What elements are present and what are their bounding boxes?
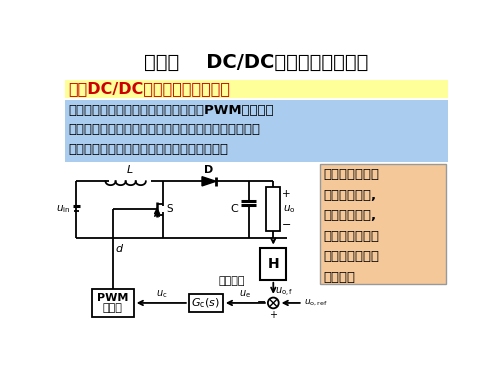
Text: 一、DC/DC变换器闭环控制系统: 一、DC/DC变换器闭环控制系统 xyxy=(68,81,230,96)
Polygon shape xyxy=(202,177,216,186)
Text: +: + xyxy=(282,189,290,199)
Bar xyxy=(320,164,446,284)
Text: S: S xyxy=(166,204,173,214)
Bar xyxy=(260,248,286,280)
Text: PWM: PWM xyxy=(97,293,128,303)
Bar xyxy=(65,100,448,162)
Text: 电力电子系统一般由电力电子变换器、PWM调制器、
反馈控制单元、驱动电路等组成。电力电子系统的静态
和动态性能的好坏与反馈控制设计密切相关。: 电力电子系统一般由电力电子变换器、PWM调制器、 反馈控制单元、驱动电路等组成。… xyxy=(68,104,274,156)
Text: $u_{\rm c}$: $u_{\rm c}$ xyxy=(156,288,167,300)
Text: C: C xyxy=(230,204,238,214)
Text: H: H xyxy=(268,256,279,271)
Text: $u_{\rm e}$: $u_{\rm e}$ xyxy=(240,288,252,300)
Text: $u_{\rm o,f}$: $u_{\rm o,f}$ xyxy=(275,286,293,299)
Text: 先建立被控对象
动态数学模型,
得到传递函数,
再应用经典控制
理论进行补偿网
络设计。: 先建立被控对象 动态数学模型, 得到传递函数, 再应用经典控制 理论进行补偿网 … xyxy=(324,168,380,284)
Circle shape xyxy=(268,297,278,308)
Text: $G_{\rm c}(s)$: $G_{\rm c}(s)$ xyxy=(192,296,220,310)
Text: −: − xyxy=(282,220,291,230)
Text: d: d xyxy=(115,244,122,254)
Text: D: D xyxy=(204,165,214,175)
Bar xyxy=(92,289,134,317)
Bar xyxy=(65,80,448,98)
Text: 补偿网络: 补偿网络 xyxy=(218,276,245,286)
Text: +: + xyxy=(270,310,278,320)
Bar xyxy=(189,294,223,312)
Text: $u_{\rm in}$: $u_{\rm in}$ xyxy=(56,203,70,214)
Text: 调制器: 调制器 xyxy=(103,303,123,313)
Text: $u_{\rm o}$: $u_{\rm o}$ xyxy=(284,204,296,215)
Text: −: − xyxy=(257,297,266,307)
Text: L: L xyxy=(127,165,133,175)
Bar xyxy=(266,188,280,231)
Text: $u_{\rm o,ref}$: $u_{\rm o,ref}$ xyxy=(304,298,328,308)
Text: 第二章    DC/DC变换器的动态建模: 第二章 DC/DC变换器的动态建模 xyxy=(144,53,368,72)
